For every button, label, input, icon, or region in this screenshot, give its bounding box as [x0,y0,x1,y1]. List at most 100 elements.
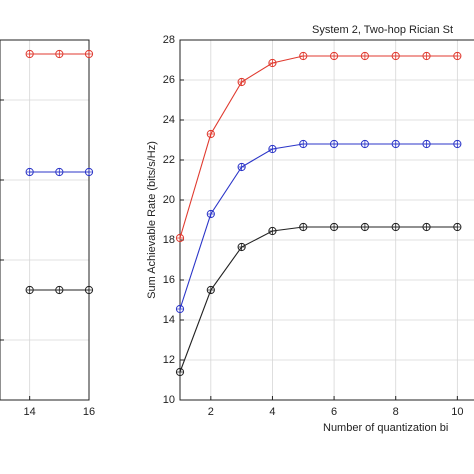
x-tick-label: 14 [24,406,36,418]
marker-cross [26,50,34,58]
y-tick-label: 10 [163,394,175,406]
marker [55,285,64,295]
marker-cross [55,50,63,58]
marker [268,58,277,68]
marker [299,51,308,61]
marker-cross [207,210,215,218]
marker-cross [176,234,184,242]
marker-cross [330,223,338,231]
marker [329,222,339,232]
marker [360,51,369,61]
y-tick-label: 26 [163,74,175,86]
marker-cross [207,286,215,294]
series-line [179,143,458,310]
marker [391,51,400,61]
x-axis-label: Number of quantization bi [323,422,448,434]
y-axis-label: Sum Achievable Rate (bits/s/Hz) [146,141,158,299]
marker [175,304,185,314]
marker [299,139,308,149]
marker-cross [392,140,400,148]
x-tick-label: 2 [208,406,214,418]
marker-cross [453,52,461,60]
marker-cross [392,52,400,60]
marker-cross [453,140,461,148]
marker [175,233,185,243]
chart-title: System 2, Two-hop Rician St [312,24,453,36]
marker-cross [238,163,246,171]
marker [25,285,34,295]
marker-cross [422,140,431,148]
marker-cross [238,78,246,86]
x-tick-label: 6 [331,406,337,418]
marker-cross [268,145,277,153]
marker [422,139,431,149]
marker [84,49,94,59]
y-tick-label: 22 [163,154,175,166]
x-tick-label: 16 [83,406,95,418]
marker-cross [330,140,338,148]
marker [55,49,64,59]
marker [391,222,400,232]
marker-cross [238,243,246,251]
marker-cross [85,286,93,294]
marker-cross [85,168,93,176]
marker-cross [55,286,63,294]
marker [299,222,308,232]
marker-cross [268,227,277,235]
marker [25,49,34,59]
marker-cross [392,223,400,231]
marker [237,77,246,87]
marker [206,129,215,139]
marker [84,167,94,177]
marker-cross [361,52,369,60]
y-tick-label: 20 [163,194,175,206]
marker-cross [176,368,184,376]
marker [422,222,431,232]
marker-cross [453,223,461,231]
marker [25,167,34,177]
marker-cross [268,59,277,67]
marker [391,139,400,149]
axes-box [179,39,474,401]
marker-cross [176,305,184,313]
y-tick-label: 18 [163,234,175,246]
x-tick-label: 8 [393,406,399,418]
marker-cross [361,223,369,231]
y-tick-label: 12 [163,354,175,366]
axes-box [0,39,90,401]
x-tick-label: 4 [269,406,275,418]
marker [329,139,339,149]
marker [268,226,277,236]
marker-cross [299,140,307,148]
marker [268,144,277,154]
marker-cross [422,52,431,60]
marker [84,285,94,295]
x-tick-label: 10 [451,406,463,418]
marker-cross [55,168,63,176]
marker [206,285,215,295]
y-tick-label: 16 [163,274,175,286]
axes: 14 16 [0,39,95,418]
marker [237,162,246,172]
series-line [179,226,458,373]
marker [360,222,369,232]
marker [237,242,246,252]
marker [329,51,339,61]
marker [360,139,369,149]
marker [206,209,215,219]
marker [453,139,462,149]
marker [175,367,185,377]
series-line [179,55,458,239]
marker-cross [26,168,34,176]
marker-cross [330,52,338,60]
y-tick-label: 28 [163,34,175,46]
marker-cross [207,130,215,138]
marker-cross [299,223,307,231]
y-tick-label: 24 [163,114,175,126]
marker [453,222,462,232]
marker [422,51,431,61]
y-tick-label: 14 [163,314,175,326]
marker [453,51,462,61]
